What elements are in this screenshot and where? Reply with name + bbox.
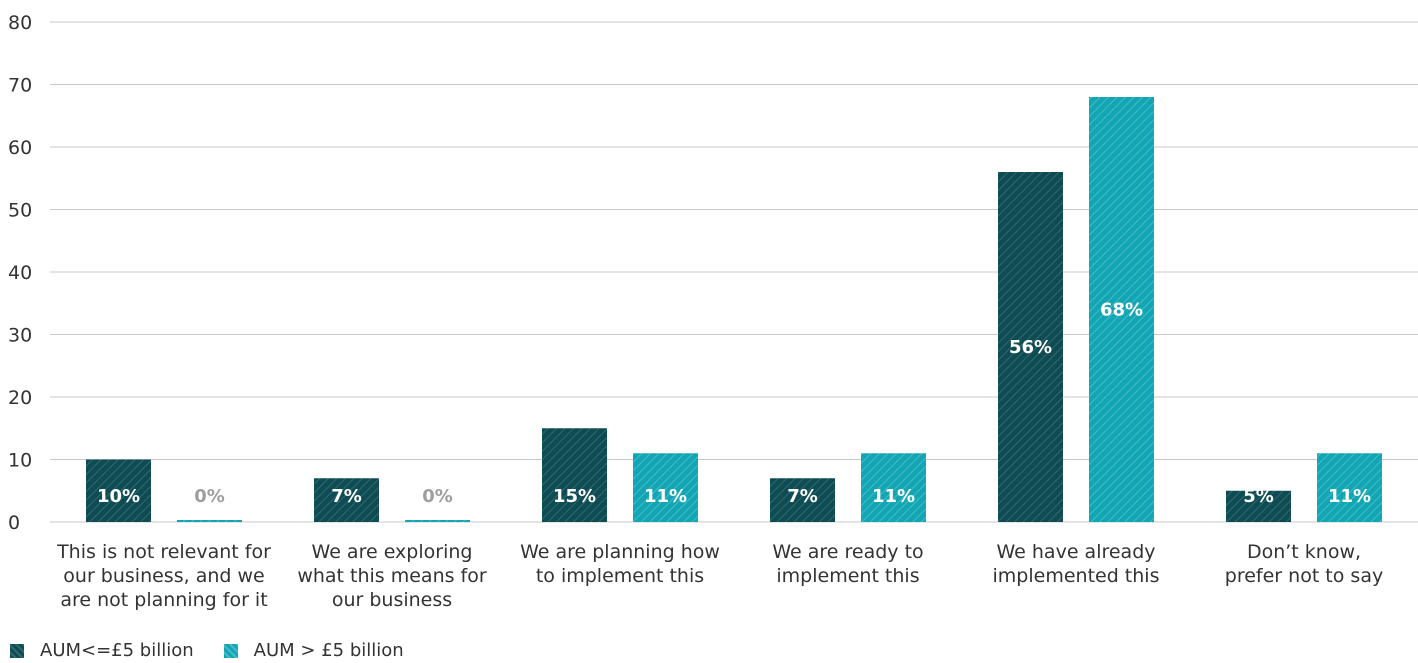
legend-label-large-aum: AUM > £5 billion (253, 640, 404, 661)
data-label: 7% (787, 486, 818, 507)
category-label: Don’t know, (1247, 541, 1361, 563)
category-label: are not planning for it (60, 589, 267, 611)
category-label: implemented this (993, 565, 1160, 587)
category-label: prefer not to say (1225, 565, 1383, 587)
bar-chart: 0 10 20 30 40 50 60 70 80 10% 0% 7% 0% 15% 11% 7% 11% 56… (8, 12, 1418, 611)
bar-large-aum (177, 520, 242, 522)
legend-swatch-small-aum (10, 643, 24, 658)
category-label: This is not relevant for (56, 541, 271, 563)
data-label: 7% (331, 486, 362, 507)
y-tick-label: 60 (8, 137, 32, 159)
bar-small-aum (86, 459, 151, 522)
legend-swatch-large-aum (223, 643, 238, 658)
bar-large-aum (633, 453, 698, 522)
y-tick-label: 0 (8, 512, 20, 534)
bar-small-aum (770, 478, 835, 522)
bar-large-aum (1089, 97, 1154, 522)
legend-item-large-aum: AUM > £5 billion (223, 640, 404, 661)
legend-label-small-aum: AUM<=£5 billion (40, 640, 194, 661)
data-label: 10% (97, 486, 140, 507)
bar-large-aum (861, 453, 926, 522)
y-tick-label: 70 (8, 75, 32, 97)
category-label: our business, and we (63, 565, 264, 587)
data-label: 68% (1100, 300, 1143, 321)
data-label: 5% (1243, 486, 1274, 507)
category-label: We have already (996, 541, 1155, 563)
data-label: 11% (872, 486, 915, 507)
category-label: implement this (776, 565, 919, 587)
data-label: 0% (194, 486, 225, 507)
bar-large-aum (1317, 453, 1382, 522)
category-label: to implement this (536, 565, 704, 587)
data-label: 15% (553, 486, 596, 507)
legend-item-small-aum: AUM<=£5 billion (10, 640, 194, 661)
bar-small-aum (1226, 490, 1291, 522)
legend: AUM<=£5 billion AUM > £5 billion (10, 640, 434, 661)
category-label: We are planning how (520, 541, 720, 563)
data-label: 56% (1009, 337, 1052, 358)
data-label: 11% (644, 486, 687, 507)
data-labels: 10% 0% 7% 0% 15% 11% 7% 11% 56% 68% 5% 11% (97, 300, 1371, 508)
data-label: 11% (1328, 486, 1371, 507)
bars (86, 97, 1382, 522)
bar-small-aum (314, 478, 379, 522)
y-tick-label: 20 (8, 387, 32, 409)
y-tick-label: 10 (8, 450, 32, 472)
data-label: 0% (422, 486, 453, 507)
y-tick-label: 40 (8, 262, 32, 284)
bar-small-aum (998, 172, 1063, 522)
y-tick-label: 30 (8, 325, 32, 347)
category-label: what this means for (297, 565, 487, 587)
y-tick-label: 50 (8, 200, 32, 222)
gridlines: 0 10 20 30 40 50 60 70 80 (8, 12, 1418, 534)
y-tick-label: 80 (8, 12, 32, 34)
category-label: We are exploring (312, 541, 473, 563)
category-label: our business (332, 589, 452, 611)
category-label: We are ready to (772, 541, 923, 563)
bar-small-aum (542, 428, 607, 522)
bar-large-aum (405, 520, 470, 522)
